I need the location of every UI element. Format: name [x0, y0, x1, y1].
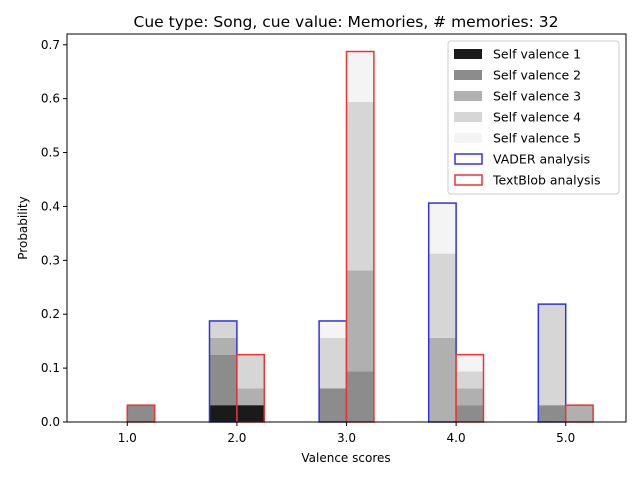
- bar-segment: [428, 253, 457, 338]
- legend-label: VADER analysis: [493, 152, 590, 167]
- x-axis-label: Valence scores: [301, 451, 390, 465]
- legend-swatch: [454, 133, 482, 143]
- legend-swatch: [454, 49, 482, 59]
- bar-segment: [456, 388, 484, 406]
- bars-layer: [126, 50, 594, 423]
- legend-label: Self valence 3: [493, 89, 581, 104]
- bar-segment: [236, 405, 265, 422]
- legend-label: Self valence 4: [493, 110, 581, 125]
- chart-title: Cue type: Song, cue value: Memories, # m…: [134, 13, 559, 31]
- bar-segment: [236, 354, 265, 389]
- x-tick-label: 5.0: [556, 431, 575, 445]
- bar-segment: [127, 405, 155, 422]
- bar-segment: [538, 304, 566, 406]
- y-tick-label: 0.4: [41, 199, 60, 213]
- bar-segment: [346, 51, 374, 103]
- x-tick-label: 2.0: [227, 431, 246, 445]
- y-tick-label: 0.6: [41, 92, 60, 106]
- bar-segment: [456, 405, 484, 422]
- bar-segment: [209, 354, 237, 406]
- x-tick-label: 4.0: [447, 431, 466, 445]
- bar-segment: [456, 371, 484, 389]
- bar-segment: [209, 405, 237, 422]
- y-tick-label: 0.0: [41, 415, 60, 429]
- legend-swatch: [454, 174, 483, 186]
- bar-segment: [319, 337, 347, 389]
- legend-swatch: [454, 91, 482, 101]
- bar-segment: [565, 405, 594, 422]
- bar-segment: [346, 371, 374, 422]
- legend: Self valence 1 Self valence 2 Self valence…: [447, 40, 620, 195]
- bar-segment: [428, 203, 457, 254]
- bar-segment: [428, 337, 457, 422]
- legend-swatch: [454, 70, 482, 80]
- legend-swatch: [454, 112, 482, 122]
- y-axis: 0.0 0.1 0.2 0.3 0.4 0.5 0.6 0.7: [41, 38, 67, 429]
- legend-label: Self valence 5: [493, 131, 581, 146]
- bar-segment: [236, 388, 265, 406]
- y-tick-label: 0.1: [41, 361, 60, 375]
- bar-segment: [456, 354, 484, 372]
- legend-label: TextBlob analysis: [492, 173, 601, 188]
- x-axis: 1.0 2.0 3.0 4.0 5.0: [118, 422, 575, 445]
- legend-swatch: [454, 153, 483, 165]
- legend-label: Self valence 1: [493, 47, 581, 62]
- y-tick-label: 0.7: [41, 38, 60, 52]
- legend-label: Self valence 2: [493, 68, 581, 83]
- x-tick-label: 1.0: [118, 431, 137, 445]
- bar-segment: [319, 388, 347, 422]
- bar-segment: [209, 320, 237, 338]
- y-tick-label: 0.3: [41, 253, 60, 267]
- x-tick-label: 3.0: [337, 431, 356, 445]
- bar-segment: [346, 102, 374, 271]
- y-tick-label: 0.5: [41, 146, 60, 160]
- legend-frame: [447, 40, 620, 195]
- y-axis-label: Probability: [16, 196, 30, 259]
- bar-segment: [209, 337, 237, 355]
- bar-segment: [319, 320, 347, 338]
- bar-segment: [346, 270, 374, 372]
- y-tick-label: 0.2: [41, 307, 60, 321]
- bar-segment: [538, 405, 566, 422]
